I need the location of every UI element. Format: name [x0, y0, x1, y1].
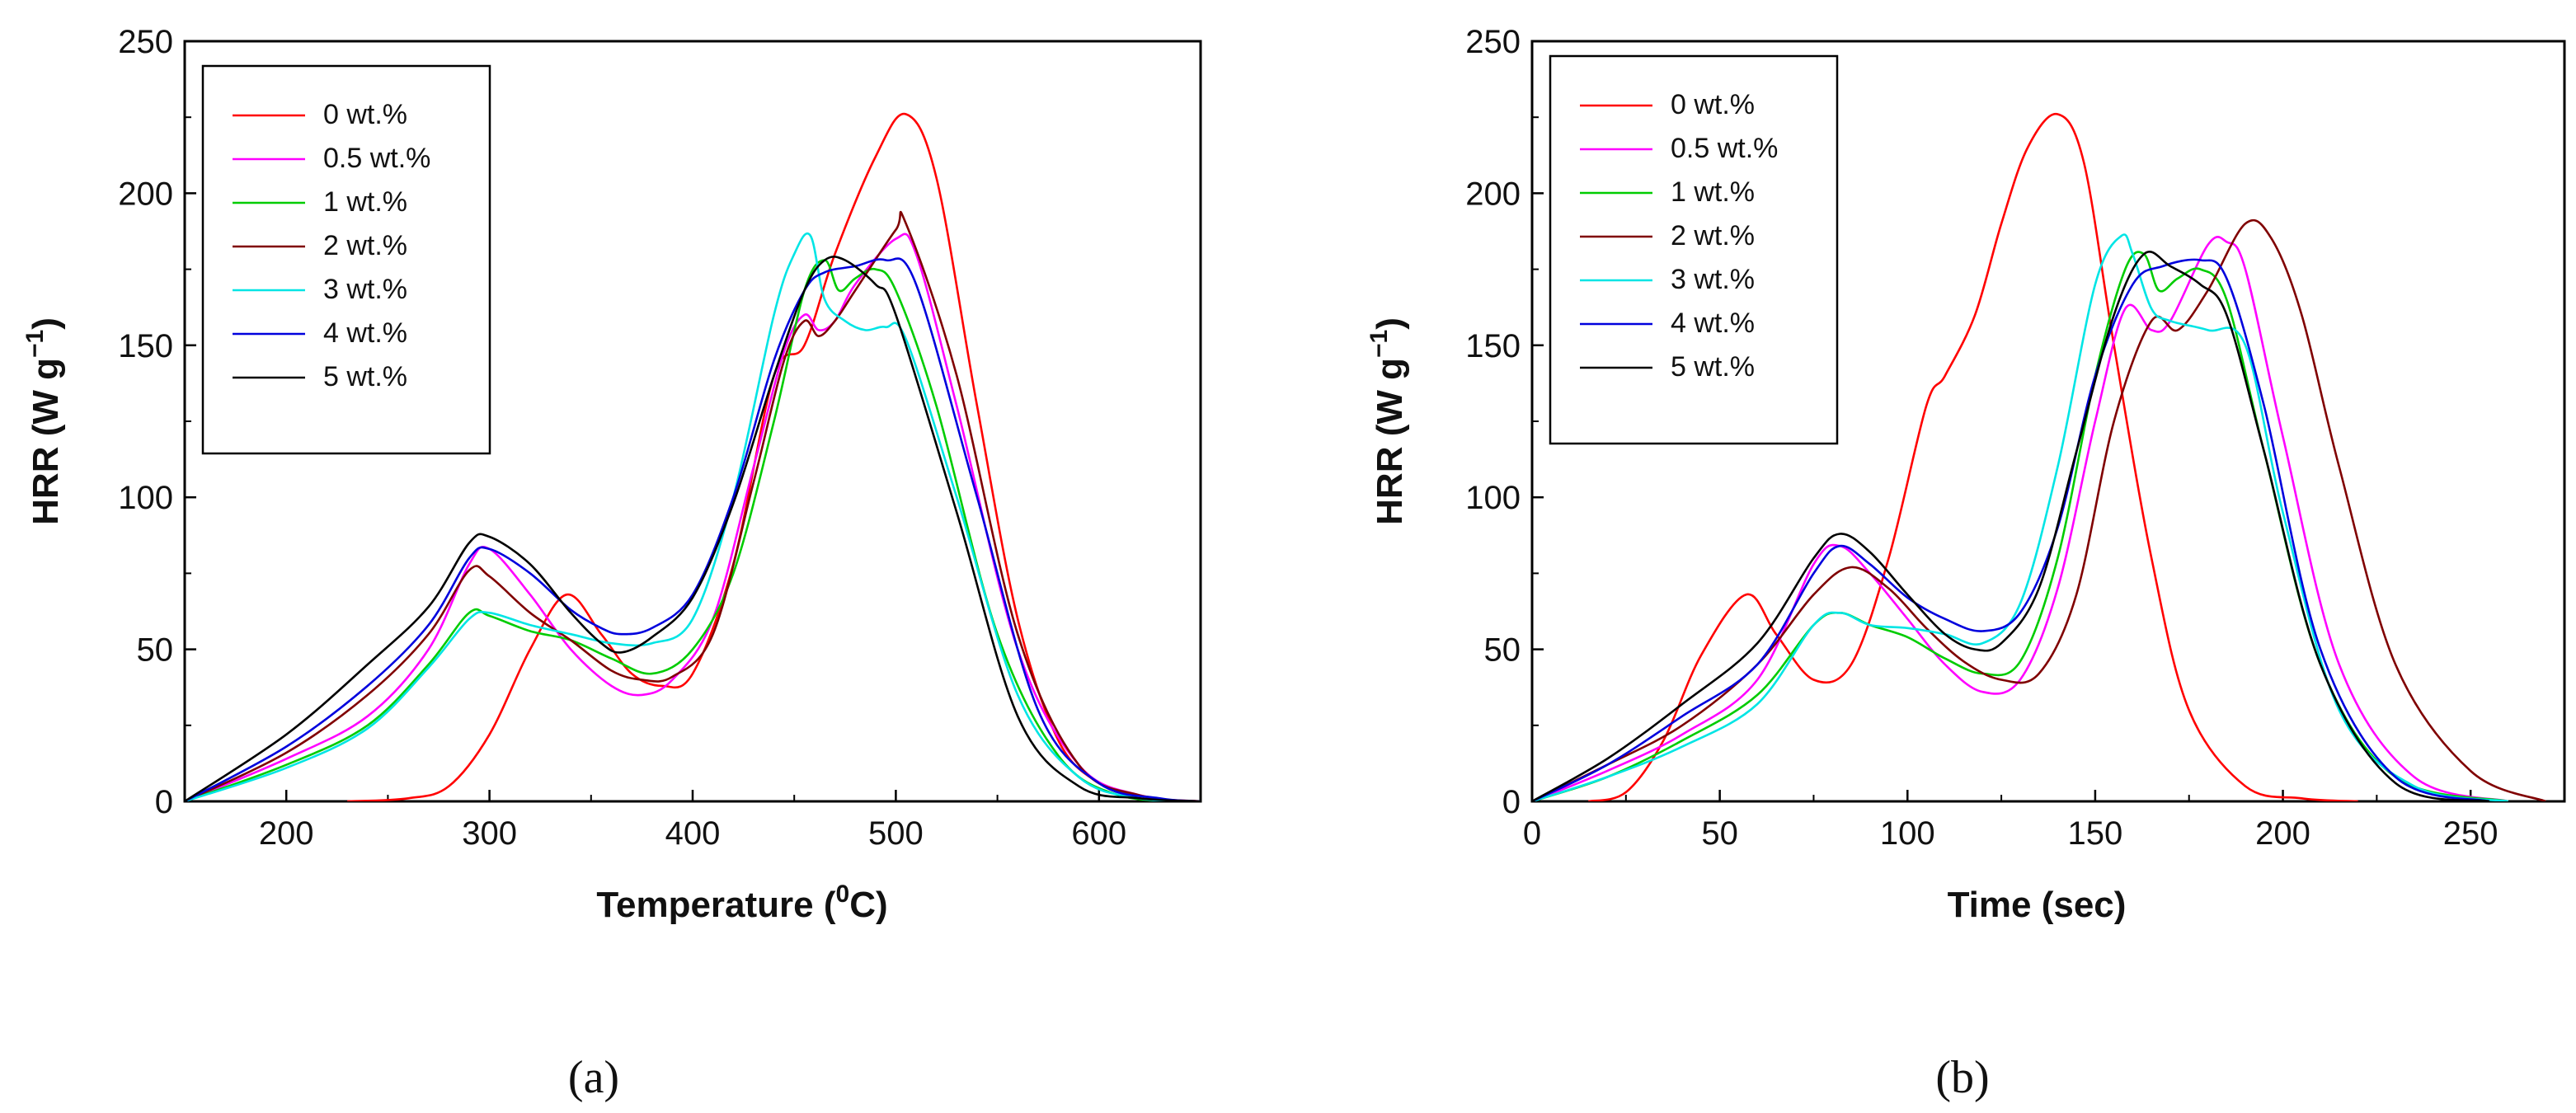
x-tick-label: 500 — [868, 815, 924, 852]
x-axis-title: Time (sec) — [1948, 885, 2127, 925]
legend-label: 1 wt.% — [1671, 176, 1755, 208]
chart-panel-a: 200 300 400 500 600 0 50 100 150 200 250 0 wt.% 0.5 … — [21, 24, 1202, 1103]
x-tick-label: 300 — [462, 815, 517, 852]
x-axis-title: Temperature (0C) — [596, 881, 887, 925]
y-tick-label: 150 — [118, 328, 173, 364]
y-axis-title: HRR (W g−1) — [21, 317, 66, 525]
y-axis-title-tail: ) — [26, 317, 66, 330]
x-tick-label: 200 — [259, 815, 314, 852]
series-line-3-wt- — [1532, 233, 2508, 801]
y-tick-label: 200 — [1465, 176, 1521, 212]
panel-label: (b) — [1935, 1052, 1989, 1103]
legend-label: 0.5 wt.% — [323, 143, 430, 174]
legend-label: 0 wt.% — [1671, 89, 1755, 120]
series-line-2-wt- — [1532, 218, 2546, 801]
y-tick-label: 100 — [118, 480, 173, 516]
y-axis-title-main: HRR (W g — [1370, 358, 1410, 525]
series-group — [1532, 113, 2546, 801]
series-line-5-wt- — [185, 256, 1201, 801]
legend-label: 5 wt.% — [323, 361, 407, 392]
x-tick-label: 600 — [1071, 815, 1126, 852]
legend-label: 2 wt.% — [1671, 220, 1755, 251]
x-tick-label: 200 — [2255, 815, 2310, 852]
y-tick-label: 0 — [155, 784, 173, 820]
series-line-5-wt- — [1532, 251, 2490, 801]
legend-label: 0.5 wt.% — [1671, 133, 1778, 164]
legend-label: 1 wt.% — [323, 186, 407, 218]
panel-label: (a) — [568, 1052, 619, 1103]
y-tick-label: 100 — [1465, 480, 1521, 516]
y-tick-label: 50 — [1484, 632, 1521, 669]
x-axis-title-main: Temperature ( — [596, 885, 835, 925]
series-line-4-wt- — [185, 257, 1201, 801]
x-tick-label: 0 — [1523, 815, 1541, 852]
series-group — [185, 112, 1201, 801]
y-axis-title: HRR (W g−1) — [1366, 317, 1410, 525]
x-tick-label: 150 — [2068, 815, 2123, 852]
x-axis-title-sup: 0 — [836, 881, 850, 908]
legend-box — [1549, 54, 1839, 445]
legend-label: 0 wt.% — [323, 99, 407, 130]
x-tick-label: 100 — [1880, 815, 1935, 852]
y-axis-title-main: HRR (W g — [26, 358, 66, 525]
y-tick-label: 250 — [1465, 24, 1521, 60]
y-tick-label: 0 — [1502, 784, 1521, 820]
series-line-3-wt- — [185, 232, 1201, 801]
legend-label: 5 wt.% — [1671, 351, 1755, 383]
y-axis-title-sup: −1 — [21, 330, 49, 358]
x-tick-label: 250 — [2443, 815, 2498, 852]
legend-box — [201, 64, 491, 455]
y-tick-label: 200 — [118, 176, 173, 212]
legend-label: 2 wt.% — [323, 230, 407, 261]
y-tick-label: 250 — [118, 24, 173, 60]
series-line-2-wt- — [185, 210, 1201, 801]
x-tick-label: 400 — [665, 815, 721, 852]
x-axis-title-main: Time (sec) — [1948, 885, 2127, 925]
x-axis-title-tail: C) — [849, 885, 887, 925]
chart-panel-b: 0 50 100 150 200 250 0 50 100 150 200 250 0 wt.% 0.5 … — [1366, 24, 2566, 1103]
series-line-0-wt- — [1588, 113, 2358, 801]
y-axis-title-sup: −1 — [1366, 330, 1393, 358]
legend-label: 3 wt.% — [323, 274, 407, 305]
y-tick-label: 50 — [137, 632, 174, 669]
series-line-0-wt- — [347, 112, 1181, 801]
x-tick-label: 50 — [1701, 815, 1738, 852]
legend-label: 3 wt.% — [1671, 264, 1755, 295]
legend-label: 4 wt.% — [323, 317, 407, 349]
y-axis-title-tail: ) — [1370, 317, 1410, 330]
y-tick-label: 150 — [1465, 328, 1521, 364]
legend-label: 4 wt.% — [1671, 308, 1755, 339]
